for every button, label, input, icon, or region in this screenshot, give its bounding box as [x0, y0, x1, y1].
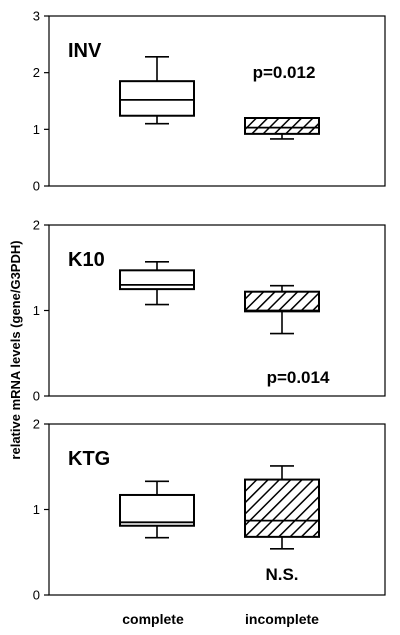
box-iqr [119, 493, 195, 527]
box-iqr [244, 478, 320, 538]
x-tick-label-complete: complete [122, 611, 184, 627]
shared-y-axis-label: relative mRNA levels (gene/G3PDH) [8, 240, 23, 459]
panel-title: K10 [68, 249, 105, 271]
y-tick-label: 2 [33, 218, 40, 233]
y-tick-label: 3 [33, 9, 40, 24]
box-complete [119, 480, 195, 539]
box-complete [119, 55, 195, 125]
y-tick-label: 1 [33, 303, 40, 318]
panel-ktg: 0 1 2 KTG N.S. [33, 417, 386, 603]
panel-title: KTG [68, 448, 110, 470]
y-tick-label: 1 [33, 122, 40, 137]
x-tick-label-incomplete: incomplete [245, 611, 319, 627]
panel-annotation: p=0.014 [267, 368, 330, 387]
panel-annotation: p=0.012 [253, 63, 316, 82]
box-iqr [244, 117, 320, 135]
y-tick-label: 2 [33, 65, 40, 80]
box-complete [119, 260, 195, 306]
y-tick-label: 0 [33, 179, 40, 194]
y-tick-label: 0 [33, 389, 40, 404]
plot-frame [48, 15, 386, 187]
y-tick-label: 1 [33, 502, 40, 517]
panel-annotation: N.S. [265, 565, 298, 584]
panel-k10: 0 1 2 K10 p=0.014 [33, 218, 386, 404]
panel-title: INV [68, 40, 102, 62]
box-incomplete [244, 284, 320, 335]
panels: 0 1 2 3 INV p=0.012 0 1 2 K10 p=0.014 0 1 2 KTG N.S. [33, 9, 386, 603]
panel-inv: 0 1 2 3 INV p=0.012 [33, 9, 386, 194]
box-iqr [119, 80, 195, 117]
box-iqr [244, 290, 320, 313]
box-iqr [119, 269, 195, 291]
box-incomplete [244, 117, 320, 140]
y-tick-label: 0 [33, 588, 40, 603]
box-incomplete [244, 465, 320, 550]
y-tick-label: 2 [33, 417, 40, 432]
